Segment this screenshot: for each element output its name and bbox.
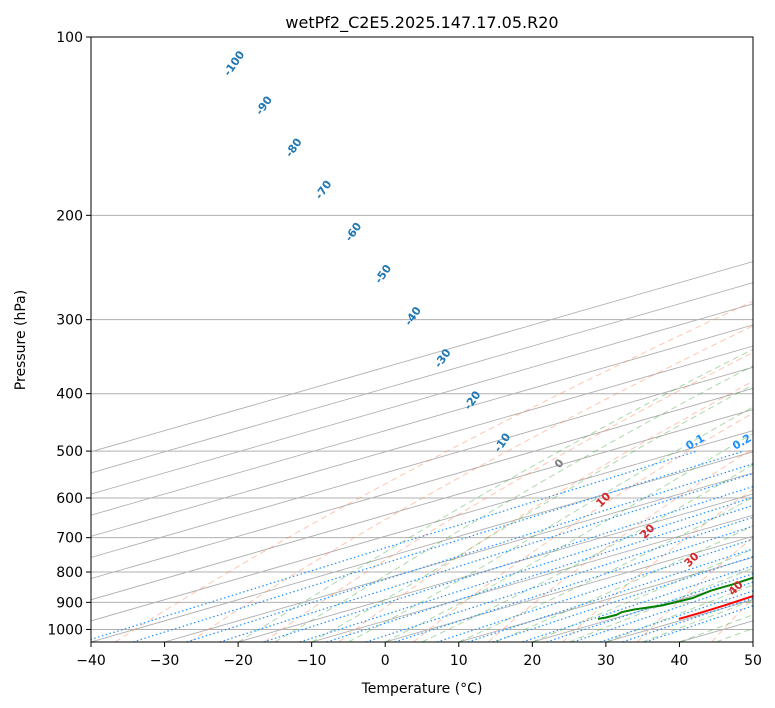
mixing-ratio-line	[572, 581, 753, 642]
moist-adiabat-line	[311, 384, 753, 642]
dry-adiabat-line	[338, 380, 753, 642]
x-tick-label: −40	[76, 653, 106, 669]
moist-adiabat-line	[458, 496, 753, 642]
dry-adiabat-line	[114, 300, 753, 642]
moist-adiabats	[237, 348, 753, 642]
x-tick-label: 10	[450, 653, 468, 669]
moist-adiabat-line	[495, 525, 753, 642]
dry-adiabat-line	[189, 325, 753, 642]
dry-adiabat-line	[636, 537, 753, 642]
isotherm-line	[91, 261, 753, 453]
y-tick-label: 300	[56, 313, 83, 329]
isotherm-line	[164, 472, 753, 642]
mixing-ratio-line	[599, 590, 753, 642]
moist-adiabat-line	[384, 432, 753, 642]
y-tick-label: 1000	[47, 622, 83, 638]
mixing-ratio-lines	[91, 450, 753, 642]
isotherm-line	[385, 535, 753, 642]
x-tick-label: 40	[671, 653, 689, 669]
dry-adiabats	[114, 300, 753, 642]
isotherm-line	[91, 366, 753, 558]
chart-title: wetPf2_C2E5.2025.147.17.05.R20	[285, 13, 558, 33]
isotherm-line	[91, 409, 753, 601]
y-axis-label: Pressure (hPa)	[13, 290, 29, 390]
mixing-ratio-line	[219, 472, 753, 642]
x-tick-label: −10	[297, 653, 327, 669]
x-tick-label: −30	[150, 653, 180, 669]
y-tick-label: 700	[56, 531, 83, 547]
y-tick-label: 900	[56, 595, 83, 611]
y-tick-label: 400	[56, 387, 83, 403]
x-tick-label: −20	[223, 653, 253, 669]
mixing-ratio-line	[132, 450, 744, 642]
isotherm-line	[91, 451, 753, 642]
dry-adiabat-line	[487, 447, 753, 642]
dry-adiabat-line	[263, 351, 753, 642]
isotherm-line	[91, 303, 753, 495]
mixing-ratio-line	[326, 504, 753, 642]
y-tick-label: 200	[56, 208, 83, 224]
x-tick-label: 0	[381, 653, 390, 669]
moist-adiabat-line	[274, 365, 753, 642]
y-tick-label: 100	[56, 30, 83, 46]
axis-ticks: −40 −30 −20 −10 0 10 20 30 40 50 1000 900 800 700 600 5…	[47, 30, 762, 669]
x-tick-label: 20	[523, 653, 541, 669]
grid-layer	[91, 37, 753, 642]
moist-adiabat-line	[421, 464, 753, 642]
plot-area: 0.10.20.40.611.5234681013162025303601020…	[91, 37, 753, 642]
isotherm-line	[91, 387, 753, 580]
mixing-ratio-line	[299, 496, 753, 642]
mixing-ratio-line	[546, 573, 753, 642]
mixing-ratio-line	[436, 538, 753, 642]
mixing-ratio-line	[91, 450, 698, 641]
x-axis-label: Temperature (°C)	[361, 681, 483, 697]
isotherm-line	[91, 324, 753, 516]
moist-adiabat-line	[568, 567, 753, 642]
isotherm-line	[237, 493, 753, 642]
mixing-ratio-line	[263, 485, 753, 642]
x-tick-label: 30	[597, 653, 615, 669]
isotherm-line	[91, 282, 753, 474]
isotherm-line	[91, 430, 753, 622]
moist-adiabat-line	[237, 348, 753, 642]
y-tick-label: 600	[56, 491, 83, 507]
y-tick-label: 800	[56, 565, 83, 581]
isotherm-line	[311, 514, 753, 642]
mixing-ratio-line	[522, 565, 753, 642]
plot-frame	[90, 36, 754, 643]
x-tick-label: 50	[744, 653, 762, 669]
y-tick-label: 500	[56, 444, 83, 460]
